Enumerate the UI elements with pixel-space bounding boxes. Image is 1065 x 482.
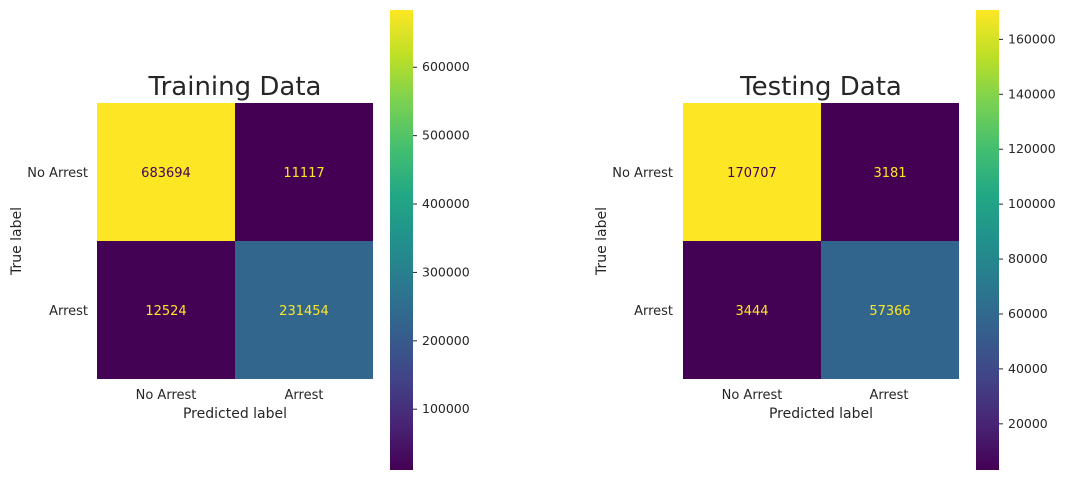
testing-ytick-arrest: Arrest [634,304,673,319]
testing-xlabel: Predicted label [769,406,873,422]
training-colorbar-tick-label: 400000 [422,196,470,211]
training-title: Training Data [148,72,322,102]
testing-cell-no-arrest-arrest [821,103,959,241]
training-colorbar-tick-label: 100000 [422,401,470,416]
testing-colorbar-tick-label: 160000 [1008,31,1056,46]
training-cell-no-arrest-arrest [235,103,373,241]
testing-cell-no-arrest-no-arrest [683,103,821,241]
training-colorbar-tick-label: 500000 [422,128,470,143]
testing-colorbar-tick-label: 20000 [1008,416,1048,431]
testing-cell-label-no-arrest-arrest: 3181 [873,166,906,181]
training-cell-label-no-arrest-arrest: 11117 [283,166,324,181]
training-colorbar [390,10,413,470]
testing-ytick-no-arrest: No Arrest [612,166,673,181]
training-colorbar-tick-label: 600000 [422,59,470,74]
testing-cell-label-arrest-no-arrest: 3444 [735,304,768,319]
training-cell-label-arrest-no-arrest: 12524 [145,304,186,319]
testing-colorbar-tick-label: 80000 [1008,251,1048,266]
testing-cell-arrest-arrest [821,241,959,379]
testing-colorbar-tick-label: 120000 [1008,141,1056,156]
training-cell-arrest-no-arrest [97,241,235,379]
training-xlabel: Predicted label [183,406,287,422]
training-colorbar-tick-label: 300000 [422,264,470,279]
testing-colorbar [976,10,999,470]
training-cell-label-arrest-arrest: 231454 [279,304,329,319]
training-cell-no-arrest-no-arrest [97,103,235,241]
testing-cell-arrest-no-arrest [683,241,821,379]
training-ytick-arrest: Arrest [49,304,88,319]
training-cell-label-no-arrest-no-arrest: 683694 [141,166,191,181]
training-cell-arrest-arrest [235,241,373,379]
testing-xtick-arrest: Arrest [870,388,909,403]
testing-cell-label-no-arrest-no-arrest: 170707 [727,166,777,181]
testing-colorbar-tick-label: 100000 [1008,196,1056,211]
training-xtick-no-arrest: No Arrest [136,388,197,403]
testing-panel: Testing Data 170707 3181 3444 57366 No Arre… [594,10,1056,470]
training-panel: Training Data 683694 11117 12524 231454 No … [9,10,470,470]
testing-title: Testing Data [739,72,902,102]
training-xtick-arrest: Arrest [285,388,324,403]
testing-ylabel: True label [594,207,610,276]
testing-xtick-no-arrest: No Arrest [722,388,783,403]
training-colorbar-tick-label: 200000 [422,333,470,348]
training-ytick-no-arrest: No Arrest [27,166,88,181]
testing-colorbar-tick-label: 60000 [1008,306,1048,321]
training-ylabel: True label [9,207,25,276]
testing-cell-label-arrest-arrest: 57366 [869,304,910,319]
testing-colorbar-tick-label: 40000 [1008,361,1048,376]
testing-colorbar-tick-label: 140000 [1008,86,1056,101]
